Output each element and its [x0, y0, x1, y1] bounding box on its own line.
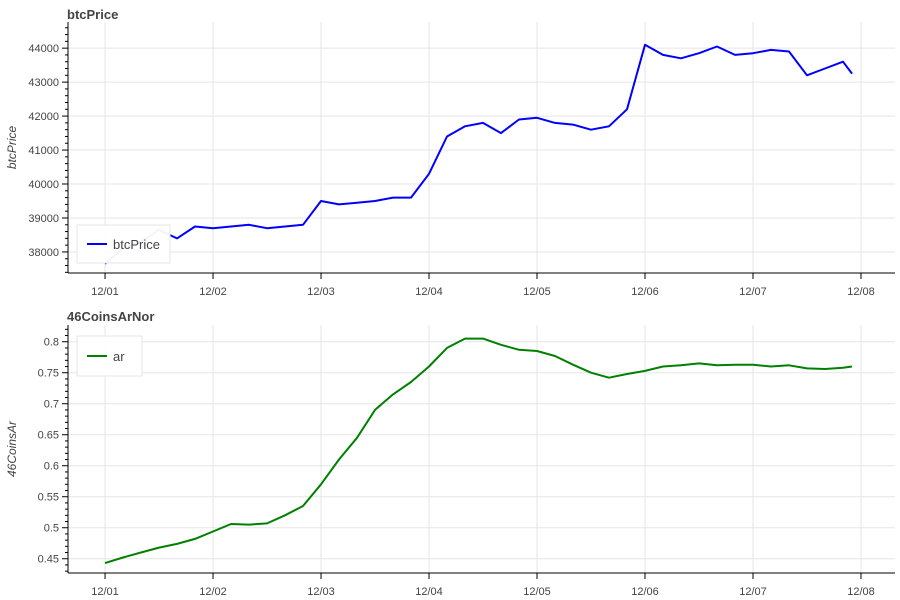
- y-tick-label: 0.7: [44, 399, 59, 411]
- chart-panel-1: btcPrice 12/01 12/02 12/03 12/04 12/05 12/06 12…: [5, 7, 895, 298]
- x-tick-label: 12/03: [307, 586, 335, 598]
- legend-box: [76, 224, 171, 264]
- y-tick-label: 0.6: [44, 461, 59, 473]
- x-tick-label: 12/05: [523, 586, 551, 598]
- x-tick-label: 12/02: [199, 286, 227, 298]
- chart-title: 46CoinsArNor: [67, 309, 154, 324]
- x-tick-label: 12/06: [631, 586, 659, 598]
- series-line-btcPrice: [104, 43, 853, 265]
- legend-label: btcPrice: [113, 237, 160, 252]
- x-tick-label: 12/01: [91, 586, 119, 598]
- x-tick-label: 12/02: [199, 586, 227, 598]
- x-tick-label: 12/06: [631, 286, 659, 298]
- x-tick-label: 12/08: [847, 286, 875, 298]
- y-tick-label: 44000: [28, 43, 59, 55]
- y-tick-label: 43000: [28, 77, 59, 89]
- legend-label: ar: [113, 349, 125, 364]
- y-tick-label: 0.65: [38, 430, 59, 442]
- x-tick-label: 12/08: [847, 586, 875, 598]
- chart-panel-2: 46CoinsArNor 12/01 12/02 12/03 12/04 12/05 12/…: [5, 309, 895, 598]
- chart-title: btcPrice: [67, 7, 118, 22]
- legend-box: [76, 335, 143, 377]
- x-tick-label: 12/03: [307, 286, 335, 298]
- legend: ar: [76, 335, 143, 377]
- y-tick-label: 0.8: [44, 337, 59, 349]
- legend: btcPrice: [76, 224, 171, 264]
- x-tick-label: 12/04: [415, 286, 443, 298]
- y-tick-label: 0.75: [38, 368, 59, 380]
- y-tick-label: 0.45: [38, 554, 59, 566]
- x-tick-label: 12/05: [523, 286, 551, 298]
- x-tick-label: 12/07: [739, 586, 767, 598]
- x-tick-label: 12/01: [91, 286, 119, 298]
- y-axis-label: btcPrice: [5, 126, 19, 170]
- y-tick-label: 0.5: [44, 523, 59, 535]
- x-tick-label: 12/07: [739, 286, 767, 298]
- y-tick-label: 41000: [28, 145, 59, 157]
- y-tick-label: 39000: [28, 213, 59, 225]
- x-tick-label: 12/04: [415, 586, 443, 598]
- y-tick-label: 38000: [28, 247, 59, 259]
- y-tick-label: 0.55: [38, 492, 59, 504]
- y-tick-label: 40000: [28, 179, 59, 191]
- y-axis-label: 46CoinsAr: [5, 420, 19, 477]
- y-tick-label: 42000: [28, 111, 59, 123]
